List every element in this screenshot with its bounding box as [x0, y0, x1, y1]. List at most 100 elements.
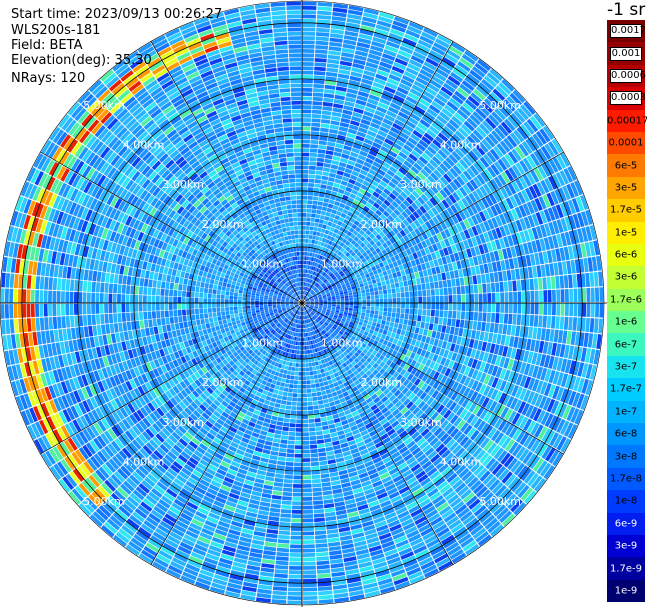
range-gate — [356, 290, 362, 295]
range-gate — [463, 376, 471, 387]
range-gate — [458, 210, 467, 221]
range-gate — [325, 263, 330, 269]
range-gate — [352, 199, 360, 206]
range-gate — [302, 109, 312, 114]
range-gate — [306, 221, 311, 226]
range-gate — [347, 289, 353, 293]
range-gate — [222, 457, 232, 465]
range-gate — [316, 564, 330, 570]
range-gate — [442, 435, 453, 446]
range-gate — [408, 480, 420, 489]
range-gate — [348, 421, 357, 428]
range-gate — [322, 324, 326, 329]
range-gate — [350, 239, 357, 246]
range-gate — [383, 307, 388, 312]
range-gate — [430, 289, 435, 296]
range-gate — [308, 414, 315, 419]
range-gate — [443, 409, 452, 419]
range-gate — [345, 458, 354, 465]
range-gate — [487, 303, 492, 313]
range-gate — [430, 185, 439, 194]
range-gate — [355, 418, 363, 425]
range-gate — [406, 224, 414, 233]
range-gate — [298, 337, 301, 342]
range-gate — [399, 45, 414, 55]
range-gate — [378, 403, 386, 411]
range-gate — [340, 300, 345, 303]
range-gate — [560, 373, 569, 388]
range-gate — [302, 243, 305, 247]
range-gate — [310, 243, 315, 249]
range-gate — [487, 230, 495, 241]
range-gate — [274, 429, 282, 435]
range-gate — [411, 541, 426, 551]
range-gate — [275, 425, 283, 431]
range-gate — [171, 527, 185, 537]
range-gate — [371, 321, 377, 327]
range-gate — [297, 328, 300, 333]
range-gate — [432, 362, 440, 371]
range-gate — [254, 446, 263, 453]
range-gate — [518, 204, 527, 218]
range-gate — [514, 245, 521, 257]
range-gate — [420, 277, 425, 284]
range-gate — [312, 353, 317, 358]
range-gate — [475, 486, 488, 498]
range-gate — [367, 53, 381, 61]
range-gate — [366, 496, 378, 504]
range-gate — [374, 273, 380, 279]
range-gate — [525, 338, 532, 351]
range-gate — [284, 413, 291, 419]
range-gate — [383, 388, 391, 396]
range-gate — [421, 135, 432, 145]
range-gate — [326, 356, 332, 362]
range-gate — [372, 237, 379, 243]
range-gate — [455, 222, 463, 233]
range-gate — [421, 223, 429, 232]
range-gate — [318, 223, 323, 228]
range-gate — [534, 477, 546, 492]
range-gate — [448, 379, 456, 389]
range-gate — [357, 360, 363, 367]
range-gate — [304, 247, 308, 252]
range-gate — [577, 377, 585, 393]
range-gate — [305, 305, 308, 309]
range-gate — [310, 303, 315, 305]
range-gate — [394, 478, 406, 487]
range-gate — [465, 517, 479, 529]
range-gate — [449, 326, 455, 335]
range-gate — [464, 320, 469, 329]
range-gate — [361, 20, 376, 28]
range-gate — [435, 135, 446, 146]
range-gate — [403, 355, 410, 363]
range-gate — [451, 94, 464, 105]
range-gate — [523, 101, 536, 115]
range-gate — [582, 303, 587, 317]
range-gate — [395, 170, 405, 179]
range-gate — [584, 348, 592, 363]
range-gate — [328, 346, 333, 351]
range-gate — [310, 383, 316, 389]
range-gate — [533, 278, 539, 290]
range-gate — [397, 323, 403, 330]
range-gate — [210, 460, 220, 468]
range-gate — [374, 157, 384, 165]
range-gate — [547, 289, 552, 303]
range-gate — [456, 336, 462, 345]
range-gate — [343, 454, 353, 461]
range-gate — [504, 493, 517, 507]
range-gate — [504, 474, 517, 487]
range-gate — [302, 445, 310, 450]
range-gate — [288, 321, 292, 325]
range-gate — [302, 195, 308, 200]
range-gate — [237, 500, 249, 507]
range-gate — [193, 514, 206, 524]
range-gate — [498, 323, 504, 334]
range-gate — [360, 82, 372, 90]
range-gate — [472, 321, 478, 330]
range-gate — [547, 303, 552, 316]
range-gate — [311, 344, 315, 349]
range-gate — [577, 362, 585, 377]
range-gate — [309, 322, 313, 327]
range-gate — [352, 230, 359, 236]
